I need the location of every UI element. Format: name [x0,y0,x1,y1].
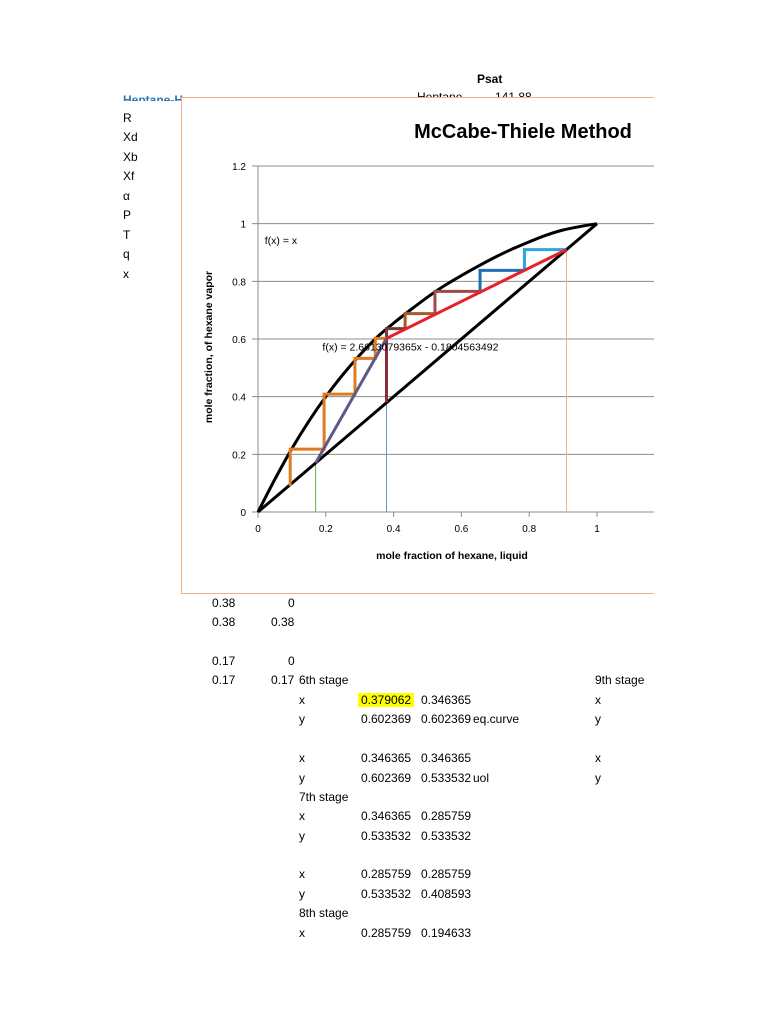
left-cell: 0.17 [212,673,236,687]
left-cell: 0.38 [212,596,236,610]
right-label: y [595,771,601,785]
y-tick-label: 0 [240,508,246,519]
row-label: x [299,693,305,707]
series-steps [522,248,567,271]
row-value: 0.285759 [361,926,412,940]
psat-header: Psat [477,72,503,86]
row-label: y [299,712,305,726]
system-label: Heptane-Hexane [123,93,218,107]
y-tick-label: 0.2 [232,450,246,461]
series-diagonal [257,222,598,514]
row-label: x [299,809,305,823]
highlighted-value: 0.379062 [358,693,415,707]
stage-6-label: 6th stage [299,673,349,687]
y-axis-label: mole fraction, of hexane vapor [203,271,215,423]
row-label: x [299,751,305,765]
left-cell: 0.38 [212,615,236,629]
stage-7-label: 7th stage [299,790,349,804]
mccabe-thiele-chart: McCabe-Thiele Method 0 0.2 0.4 0.6 0.8 1 1.2 0… [203,121,654,562]
hidden-row-value: 141.88 [495,90,532,97]
series-steps [478,268,525,292]
right-label: y [595,712,601,726]
row-value: 0.346365 [361,751,412,765]
x-tick-label: 0.6 [454,524,468,535]
x-tick-label: 0.4 [387,524,401,535]
row-value: 0.346365 [361,809,412,823]
hidden-row-label: Heptane [417,90,462,97]
param-label: Xf [123,169,135,183]
row-value: 0.346365 [421,751,472,765]
row-value: 0.533532 [421,829,472,843]
y-tick-label: 1 [240,220,246,231]
row-label: y [299,829,305,843]
row-value: 0.285759 [421,867,472,881]
series-steps [288,336,387,487]
row-value: 0.533532 [361,829,412,843]
y-tick-label: 1.2 [232,162,246,173]
param-label: P [123,208,132,222]
series-steps [403,312,435,329]
left-cell: 0.17 [212,654,236,668]
series-rectifying [385,248,568,340]
x-tick-label: 0.2 [319,524,333,535]
series-steps [384,327,406,339]
row-value: 0.285759 [421,809,472,823]
stage-8-label: 8th stage [299,906,349,920]
x-axis-label: mole fraction of hexane, liquid [376,550,528,562]
y-tick-label: 0.6 [232,335,246,346]
stage-9-label: 9th stage [595,673,645,687]
x-tick-label: 0 [255,524,261,535]
param-label: x [123,267,129,281]
chart-title: McCabe-Thiele Method [414,121,632,143]
row-value: 0.602369 [361,712,412,726]
row-value: 0.408593 [421,887,472,901]
y-tick-label: 0.8 [232,277,246,288]
x-tick-label: 1 [594,524,600,535]
series-equilibrium [256,222,598,513]
x-tick-label: 0.8 [522,524,536,535]
row-value: 0.285759 [361,867,412,881]
trendline-equation: f(x) = x [265,235,298,247]
row-value: 0.602369 [421,712,472,726]
row-value: 0.346365 [421,693,472,707]
row-value: 0.533532 [361,887,412,901]
left-cell: 0 [288,596,295,610]
row-note: eq.curve [473,712,520,726]
y-tick-labels: 0 0.2 0.4 0.6 0.8 1 1.2 [232,162,246,519]
row-label: y [299,887,305,901]
param-label: Xb [123,150,138,164]
param-label: T [123,228,131,242]
series-stripping [314,337,388,464]
right-label: x [595,751,601,765]
row-note: uol [473,771,490,785]
left-cell: 0.38 [271,615,295,629]
right-label: x [595,693,601,707]
chart-annotations: f(x) = x f(x) = 2.6613079365x - 0.1804563… [265,235,499,354]
row-value: 0.194633 [421,926,472,940]
chart-series [256,222,598,514]
row-label: y [299,771,305,785]
row-label: x [299,867,305,881]
param-label: Xd [123,130,138,144]
x-tick-labels: 0 0.2 0.4 0.6 0.8 1 [255,524,600,535]
param-label: α [123,189,130,203]
row-value: 0.602369 [361,771,412,785]
y-tick-label: 0.4 [232,393,246,404]
row-value: 0.533532 [421,771,472,785]
left-cell: 0 [288,654,295,668]
param-label: q [123,247,130,261]
left-cell: 0.17 [271,673,295,687]
series-steps [433,289,481,314]
param-label: R [123,111,132,125]
trendline-equation: f(x) = 2.6613079365x - 0.1804563492 [322,342,498,354]
row-label: x [299,926,305,940]
chart-object[interactable]: McCabe-Thiele Method 0 0.2 0.4 0.6 0.8 1 1.2 0… [181,97,654,594]
